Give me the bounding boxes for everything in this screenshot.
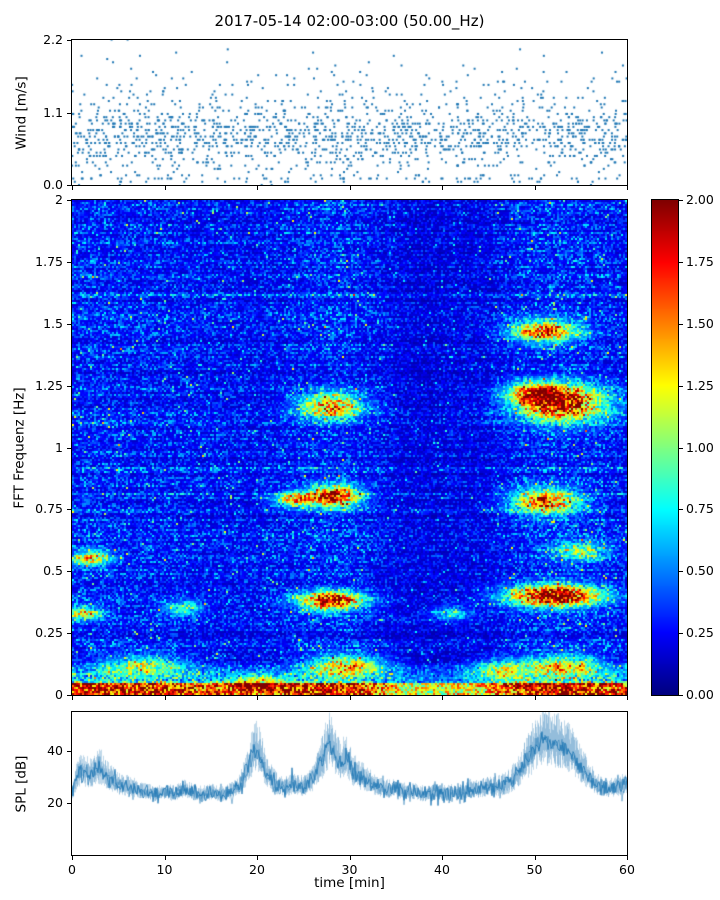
spec-y-tick xyxy=(67,447,71,449)
spec-y-tick-label: 0.25 xyxy=(35,625,63,641)
colorbar-tick-label: 0.50 xyxy=(686,563,714,579)
wind-y-tick-label: 1.1 xyxy=(43,104,63,120)
spec-y-tick xyxy=(67,571,71,573)
spl-y-axis-label: SPL [dB] xyxy=(13,755,30,813)
colorbar-tick-label: 1.50 xyxy=(686,315,714,331)
spl-x-tick xyxy=(349,856,351,860)
spl-y-tick xyxy=(67,803,71,804)
spec-x-tick xyxy=(627,696,628,700)
wind-x-tick xyxy=(627,186,628,190)
wind-scatter-plot xyxy=(71,39,628,186)
spec-x-tick xyxy=(257,696,258,700)
wind-y-tick xyxy=(67,40,71,41)
colorbar-tick xyxy=(679,695,683,696)
colorbar xyxy=(651,199,679,696)
chart-title: 2017-05-14 02:00-03:00 (50.00_Hz) xyxy=(214,12,485,30)
wind-y-tick-label: 2.2 xyxy=(43,32,63,47)
spl-x-tick xyxy=(627,856,628,860)
spl-x-tick xyxy=(72,856,73,860)
spec-y-tick xyxy=(67,261,71,263)
spec-x-tick xyxy=(442,696,443,700)
colorbar-tick xyxy=(679,571,683,573)
colorbar-tick xyxy=(679,200,683,201)
spec-y-tick xyxy=(67,385,71,387)
wind-x-tick xyxy=(442,186,443,190)
spec-y-tick-label: 1 xyxy=(55,439,63,455)
spl-x-tick xyxy=(534,856,536,860)
spl-line-canvas xyxy=(72,712,627,855)
colorbar-tick xyxy=(679,261,683,263)
spec-y-tick-label: 1.5 xyxy=(43,315,63,331)
colorbar-tick-label: 0.00 xyxy=(686,687,714,702)
colorbar-tick-label: 0.25 xyxy=(686,625,714,641)
colorbar-tick-label: 2.00 xyxy=(686,192,714,207)
spl-y-tick-label: 20 xyxy=(47,795,63,810)
spec-x-tick xyxy=(72,696,73,700)
spec-y-tick-label: 1.25 xyxy=(35,377,63,393)
spec-y-tick-label: 1.75 xyxy=(35,253,63,269)
spec-y-tick xyxy=(67,695,71,696)
x-tick-label: 0 xyxy=(68,862,76,877)
colorbar-tick-label: 0.75 xyxy=(686,501,714,517)
x-tick-label: 50 xyxy=(526,862,543,877)
colorbar-tick xyxy=(679,509,683,511)
spl-y-tick-label: 40 xyxy=(47,743,63,758)
spectrogram-canvas xyxy=(72,200,627,695)
spec-x-tick xyxy=(534,696,536,700)
spec-y-tick xyxy=(67,633,71,635)
spl-x-tick xyxy=(164,856,166,860)
spec-y-tick xyxy=(67,323,71,325)
spl-x-tick xyxy=(442,856,443,860)
spec-y-tick xyxy=(67,200,71,201)
wind-x-tick xyxy=(164,186,166,190)
spl-x-tick xyxy=(257,856,258,860)
colorbar-tick-label: 1.25 xyxy=(686,377,714,393)
x-tick-label: 10 xyxy=(156,862,173,877)
colorbar-tick-label: 1.00 xyxy=(686,439,714,455)
spl-y-tick xyxy=(67,751,71,752)
spl-line-plot xyxy=(71,711,628,856)
spec-x-tick xyxy=(164,696,166,700)
spec-y-tick-label: 0.75 xyxy=(35,501,63,517)
colorbar-tick xyxy=(679,633,683,635)
colorbar-tick xyxy=(679,323,683,325)
spec-y-tick-label: 0.5 xyxy=(43,563,63,579)
spec-y-tick-label: 2 xyxy=(55,192,63,207)
wind-y-tick xyxy=(67,185,71,186)
x-tick-label: 30 xyxy=(341,862,358,877)
wind-y-tick-label: 0.0 xyxy=(43,177,63,192)
x-tick-label: 40 xyxy=(434,862,450,877)
wind-x-tick xyxy=(257,186,258,190)
colorbar-tick xyxy=(679,447,683,449)
colorbar-canvas xyxy=(652,200,678,695)
spec-y-tick xyxy=(67,509,71,511)
spectrogram-plot xyxy=(71,199,628,696)
wind-y-tick xyxy=(67,112,71,114)
x-tick-label: 60 xyxy=(619,862,635,877)
wind-x-tick xyxy=(349,186,351,190)
colorbar-tick-label: 1.75 xyxy=(686,253,714,269)
x-axis-label: time [min] xyxy=(314,875,385,891)
x-tick-label: 20 xyxy=(249,862,265,877)
wind-x-tick xyxy=(534,186,536,190)
wind-scatter-canvas xyxy=(72,40,627,185)
wind-x-tick xyxy=(72,186,73,190)
spec-y-tick-label: 0 xyxy=(55,687,63,702)
spec-x-tick xyxy=(349,696,351,700)
colorbar-tick xyxy=(679,385,683,387)
